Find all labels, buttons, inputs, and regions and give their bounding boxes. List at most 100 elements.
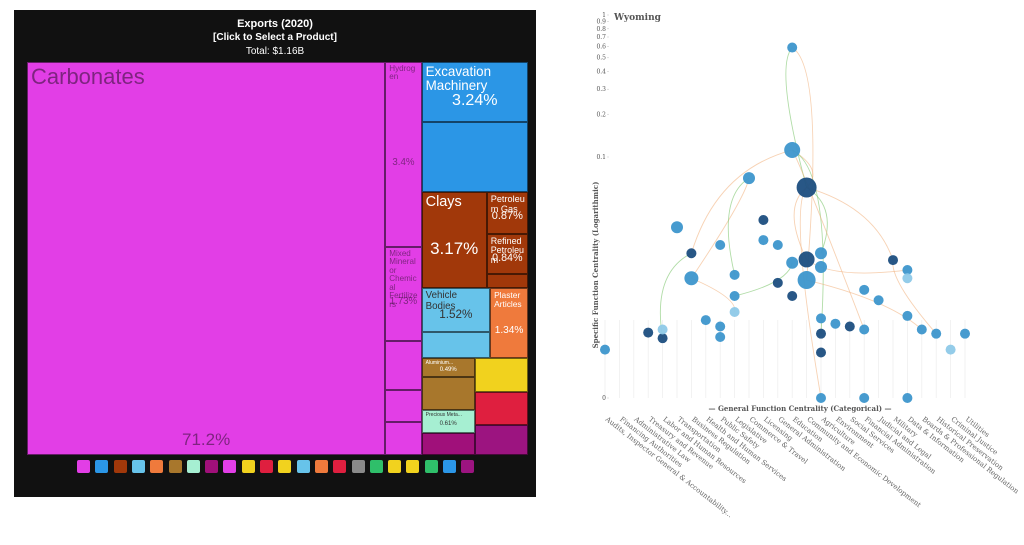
cell-name: Refined Petroleum <box>490 235 525 265</box>
category-icon[interactable] <box>443 460 456 473</box>
y-tick-label: 0.6 <box>596 44 606 51</box>
point <box>729 290 740 301</box>
cell-name: Aluminium... <box>425 360 454 367</box>
point <box>816 328 826 339</box>
category-icon[interactable] <box>223 460 237 473</box>
cell-value-label: 0.49% <box>439 367 457 374</box>
category-icon[interactable] <box>314 460 328 473</box>
point <box>796 177 817 198</box>
cell-name: Hydrogen <box>389 64 416 82</box>
point <box>786 256 799 269</box>
category-icon[interactable] <box>150 460 164 473</box>
point <box>916 324 927 335</box>
total-label: Total: $1.16B <box>245 46 305 57</box>
point <box>758 215 769 226</box>
point <box>815 247 827 260</box>
treemap-cell[interactable] <box>474 425 528 455</box>
category-icon[interactable] <box>205 460 219 473</box>
point <box>729 306 740 317</box>
treemap-cell[interactable] <box>486 274 528 289</box>
link <box>690 149 793 254</box>
point <box>772 240 783 251</box>
point <box>715 240 726 251</box>
category-icon[interactable] <box>351 460 365 473</box>
cell-value-label: 71.2% <box>182 430 231 449</box>
treemap-cell[interactable]: Refined Petroleum 0.84% <box>486 233 528 275</box>
point <box>784 142 801 159</box>
treemap-cell[interactable]: Vehicle Bodies 1.52% <box>421 288 491 333</box>
point <box>902 310 913 321</box>
y-tick-label: 0 <box>602 395 606 402</box>
treemap-cell[interactable]: Precious Meta... 0.61% <box>421 410 475 433</box>
treemap-cell[interactable]: Clays 3.17% <box>421 192 487 289</box>
point <box>715 321 726 332</box>
category-icon[interactable] <box>406 460 420 473</box>
point <box>815 261 827 274</box>
point <box>684 271 699 286</box>
point <box>859 324 870 335</box>
cell-name: Precious Meta... <box>425 412 462 418</box>
treemap-cell[interactable] <box>385 340 422 390</box>
category-icon[interactable] <box>77 460 90 473</box>
category-icon[interactable] <box>388 460 402 473</box>
point <box>715 332 726 343</box>
treemap-cell[interactable] <box>421 376 475 410</box>
treemap-cell[interactable] <box>474 391 528 426</box>
y-tick-label: 0.9 <box>596 18 606 25</box>
category-icon[interactable] <box>369 460 383 473</box>
y-tick-label: 0.5 <box>596 55 606 62</box>
category-icon[interactable] <box>186 460 200 473</box>
cell-value-label: 3.4% <box>392 156 415 168</box>
cell-value-label: 1.52% <box>439 307 473 321</box>
point <box>743 172 755 185</box>
category-icon[interactable] <box>131 460 145 473</box>
treemap-cell[interactable]: Carbonates 71.2% <box>27 62 386 455</box>
category-icon[interactable] <box>95 460 109 473</box>
point <box>671 221 683 234</box>
y-tick-label: 0.3 <box>596 86 606 93</box>
y-tick-label: 0.7 <box>596 34 606 41</box>
link <box>691 277 736 313</box>
point <box>797 271 816 290</box>
cell-name: Excavation Machinery <box>425 64 492 94</box>
treemap-cell[interactable]: Excavation Machinery 3.24% <box>421 62 528 123</box>
point <box>816 313 826 324</box>
chart-subtitle[interactable]: [Click to Select a Product] <box>213 32 337 43</box>
treemap-cell[interactable] <box>385 422 422 455</box>
category-icon[interactable] <box>461 460 475 473</box>
treemap-cell[interactable] <box>421 332 491 359</box>
link <box>791 149 824 334</box>
cell-name: Petroleum Gas <box>490 194 525 214</box>
point <box>772 277 783 288</box>
treemap-cell[interactable]: Mixed Mineral or Chemical Fertilizers 1.7… <box>385 246 422 341</box>
point <box>643 327 654 338</box>
category-icon[interactable] <box>260 460 273 473</box>
x-axis-label: — General Function Centrality (Categoric… <box>709 404 892 413</box>
category-icon[interactable] <box>113 460 127 473</box>
treemap-cell[interactable] <box>421 122 528 193</box>
treemap-cell[interactable] <box>474 358 528 392</box>
treemap-panel: Exports (2020) [Click to Select a Produc… <box>14 10 536 497</box>
category-icon[interactable] <box>333 460 347 473</box>
treemap-cell[interactable]: Hydrogen 3.4% <box>385 62 422 247</box>
category-icon[interactable] <box>241 460 255 473</box>
treemap-cell[interactable]: Petroleum Gas 0.87% <box>486 192 528 234</box>
point <box>700 315 711 326</box>
point <box>859 393 870 403</box>
cell-name: Plaster Articles <box>494 290 522 310</box>
treemap-cell[interactable] <box>421 432 475 455</box>
point <box>902 265 913 276</box>
cell-value-label: 0.61% <box>439 421 457 428</box>
category-icon[interactable] <box>424 460 438 473</box>
point <box>729 269 740 280</box>
treemap-cell[interactable]: Aluminium... 0.49% <box>421 358 475 377</box>
treemap-cell[interactable] <box>385 389 422 423</box>
link <box>727 177 750 275</box>
category-icon[interactable] <box>278 460 292 473</box>
point <box>888 255 898 266</box>
point <box>600 344 610 355</box>
category-icon[interactable] <box>168 460 182 473</box>
category-icon[interactable] <box>296 460 310 473</box>
treemap-cell[interactable]: Plaster Articles 1.34% <box>490 288 528 359</box>
